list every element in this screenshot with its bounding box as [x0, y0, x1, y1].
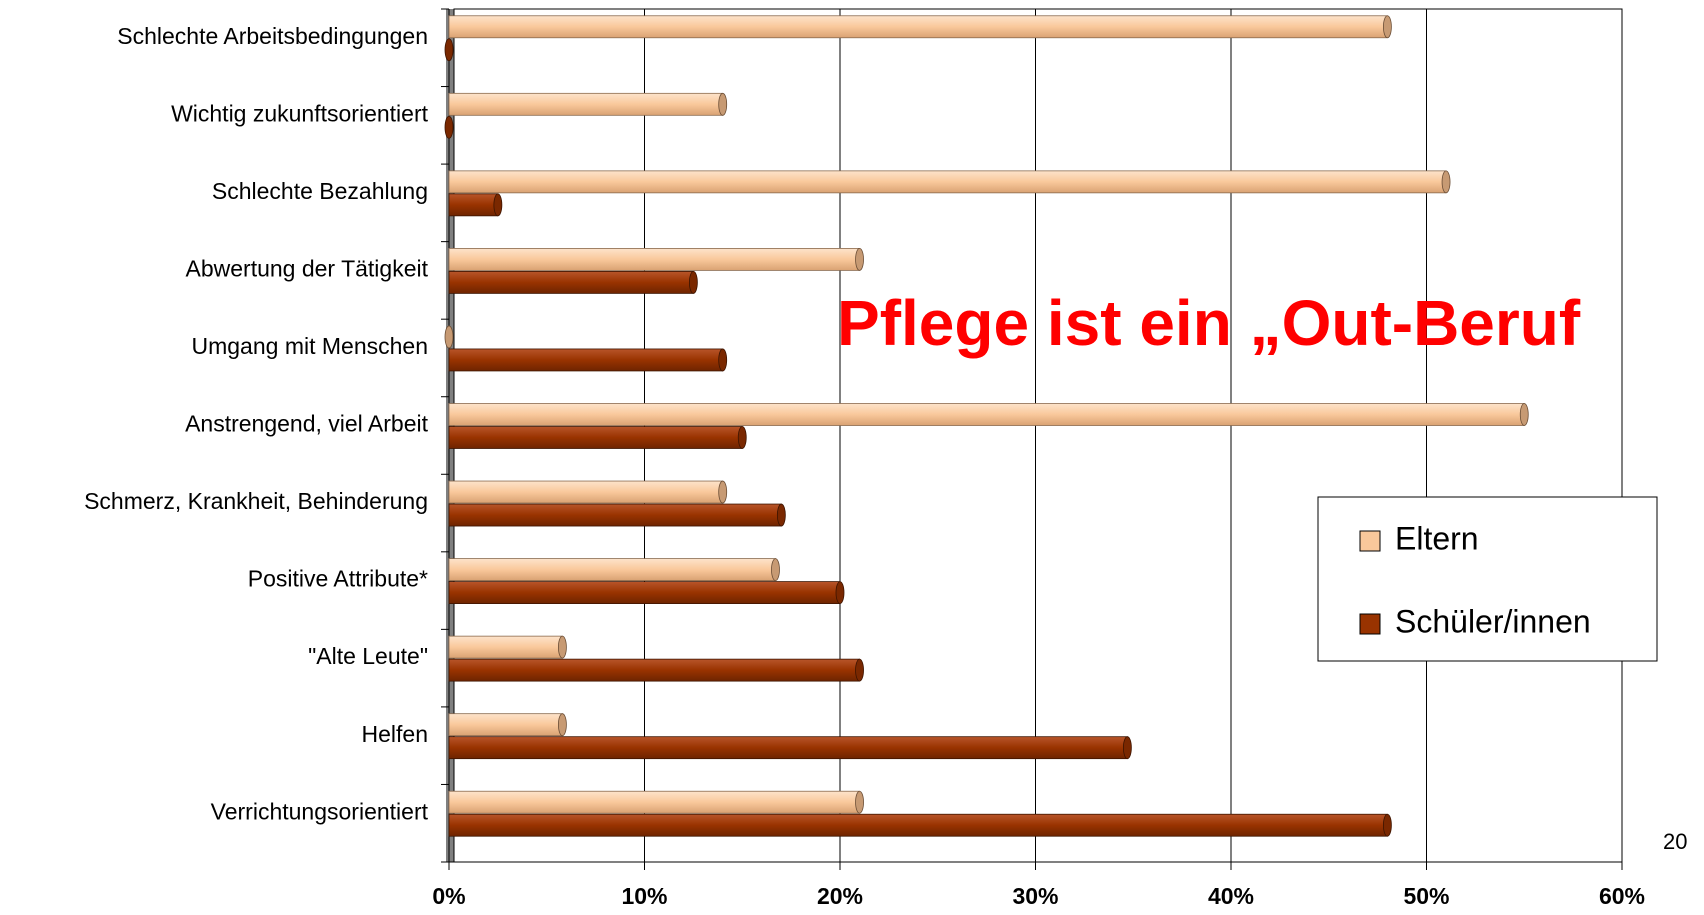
y-tick-label: Helfen — [362, 721, 428, 747]
bar-cap — [688, 271, 698, 294]
annotation: Pflege ist ein „Out-Beruf — [837, 287, 1581, 359]
bar — [448, 271, 694, 294]
bar — [448, 790, 860, 814]
legend-swatch — [1359, 530, 1381, 552]
x-tick-label: 50% — [1403, 883, 1449, 909]
x-tick-label: 0% — [432, 883, 465, 909]
x-tick-label: 20% — [817, 883, 863, 909]
bar-cap — [718, 92, 728, 116]
bar-cap — [557, 635, 567, 659]
y-tick-label: Verrichtungsorientiert — [211, 798, 429, 824]
bar — [448, 15, 1388, 39]
bar-group — [444, 325, 454, 349]
y-tick-label: Umgang mit Menschen — [192, 333, 429, 359]
bar-group — [448, 403, 1529, 426]
bar-group — [444, 38, 454, 62]
bar-cap — [1383, 15, 1392, 39]
bar-group — [448, 658, 864, 682]
bar-cap — [835, 581, 845, 604]
bar-cap — [737, 426, 747, 449]
y-tick-label: Abwertung der Tätigkeit — [186, 255, 429, 281]
legend-label: Schüler/innen — [1395, 603, 1591, 639]
bar — [448, 170, 1447, 194]
bar — [448, 581, 841, 604]
bar-group — [444, 115, 454, 139]
bar-group — [448, 790, 864, 814]
y-tick-label: Schlechte Arbeitsbedingungen — [117, 23, 428, 49]
bar-group — [448, 480, 728, 504]
bar-group — [448, 92, 728, 116]
bar — [448, 558, 776, 581]
bar-cap — [855, 658, 864, 682]
bar-group — [448, 813, 1392, 837]
x-tick-label: 40% — [1208, 883, 1254, 909]
bar-cap — [444, 325, 454, 349]
bar-cap — [493, 193, 503, 217]
legend-swatch — [1359, 613, 1381, 635]
bar-group — [448, 271, 698, 294]
bar — [448, 426, 743, 449]
bar-group — [448, 193, 503, 217]
bar-group — [448, 736, 1132, 760]
bar-group — [448, 635, 567, 659]
bar-cap — [1441, 170, 1451, 194]
bar — [448, 248, 860, 271]
bar-group — [448, 558, 780, 581]
bar-cap — [718, 348, 728, 372]
bar-cap — [855, 248, 864, 271]
bar-cap — [855, 790, 864, 814]
y-tick-label: Wichtig zukunftsorientiert — [171, 100, 429, 126]
bar-cap — [444, 38, 454, 62]
bar-group — [448, 581, 845, 604]
bar — [448, 658, 860, 682]
bar — [448, 736, 1128, 760]
legend: Eltern Schüler/innen — [1317, 496, 1658, 662]
y-tick-label: Anstrengend, viel Arbeit — [185, 411, 429, 437]
page-number: 20 — [1663, 829, 1687, 854]
bar-group — [448, 426, 747, 449]
bar-cap — [1519, 403, 1529, 426]
bar-cap — [557, 713, 567, 737]
bar — [448, 193, 499, 217]
x-tick-label: 30% — [1012, 883, 1058, 909]
y-tick-label: Schlechte Bezahlung — [212, 178, 428, 204]
bar-cap — [771, 558, 780, 581]
y-tick-label: Positive Attribute* — [248, 566, 428, 592]
bar-group — [448, 170, 1451, 194]
bar-cap — [1122, 736, 1132, 760]
bar — [448, 480, 724, 504]
bar-cap — [776, 503, 786, 527]
x-tick-label: 60% — [1599, 883, 1645, 909]
bar-group — [448, 248, 864, 271]
bar — [448, 635, 563, 659]
bar — [448, 348, 724, 372]
bar-group — [448, 15, 1392, 39]
bar-group — [448, 348, 728, 372]
bar-cap — [718, 480, 728, 504]
bar — [448, 92, 724, 116]
bar — [448, 403, 1525, 426]
bar — [448, 713, 563, 737]
bar — [448, 503, 782, 527]
bar-group — [448, 503, 786, 527]
legend-label: Eltern — [1395, 520, 1479, 556]
bar — [448, 813, 1388, 837]
bar-cap — [1383, 813, 1392, 837]
y-tick-label: "Alte Leute" — [308, 643, 428, 669]
bar-cap — [444, 115, 454, 139]
x-tick-label: 10% — [621, 883, 667, 909]
bar-group — [448, 713, 567, 737]
y-tick-label: Schmerz, Krankheit, Behinderung — [84, 488, 428, 514]
